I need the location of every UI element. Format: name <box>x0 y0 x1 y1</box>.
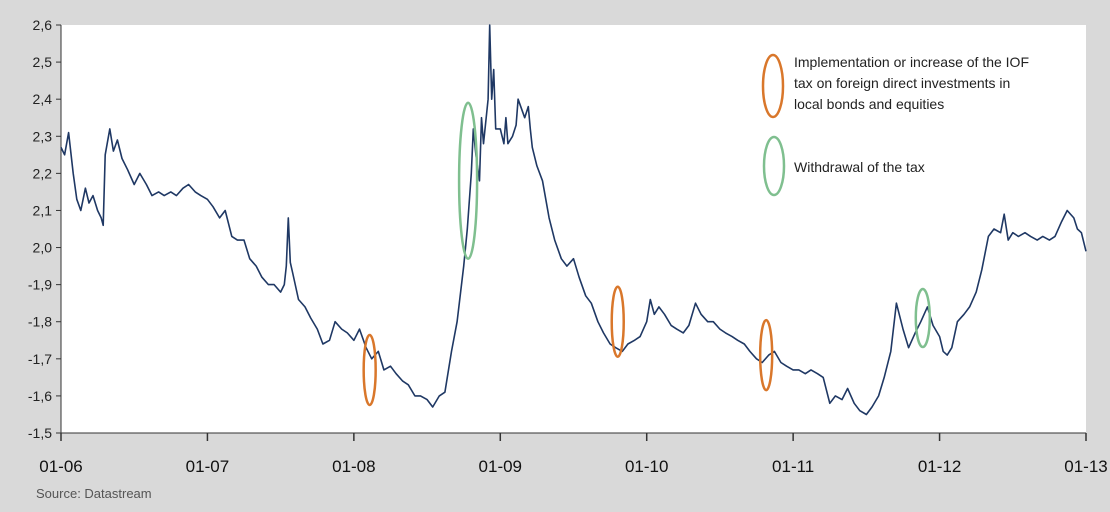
x-tick-label: 01-11 <box>772 457 814 476</box>
legend-withdrawal-label: Withdrawal of the tax <box>794 159 925 175</box>
annotations <box>362 101 932 407</box>
y-tick-label: 2,5 <box>33 54 53 70</box>
series-line <box>60 24 1087 416</box>
tax-withdrawal-marker <box>457 101 479 261</box>
x-tick-label: 01-08 <box>332 457 375 476</box>
legend: Implementation or increase of the IOF tax… <box>761 53 1029 197</box>
y-tick-label: -1,6 <box>28 388 52 404</box>
x-tick-label: 01-13 <box>1064 457 1107 476</box>
y-tick-label: 2,2 <box>33 165 53 181</box>
y-tick-label: -1,8 <box>28 314 52 330</box>
legend-iof-line: tax on foreign direct investments in <box>794 75 1010 91</box>
tax-withdrawal-marker <box>914 287 932 349</box>
x-tick-label: 01-07 <box>186 457 229 476</box>
y-tick-label: -1,9 <box>28 277 52 293</box>
iof-increase-marker <box>758 318 774 392</box>
legend-iof-line: Implementation or increase of the IOF <box>794 54 1029 70</box>
plot-area <box>61 25 1086 433</box>
y-tick-label: -1,7 <box>28 351 52 367</box>
legend-iof-label: Implementation or increase of the IOF tax… <box>794 54 1029 112</box>
y-tick-label: 2,1 <box>33 202 53 218</box>
legend-iof-line: local bonds and equities <box>794 96 944 112</box>
x-tick-label: 01-10 <box>625 457 668 476</box>
x-tick-label: 01-06 <box>39 457 82 476</box>
axes: -1,5 -1,6 -1,7 -1,8 -1,9 2,0 2,1 2,2 2,3 2,4 2,5 2,… <box>28 17 1108 476</box>
legend-iof-marker <box>761 53 785 119</box>
y-tick-label: 2,4 <box>33 91 53 107</box>
x-tick-label: 01-09 <box>479 457 522 476</box>
x-tick-label: 01-12 <box>918 457 961 476</box>
y-tick-label: -1,5 <box>28 425 52 441</box>
iof-increase-marker <box>610 285 625 358</box>
y-tick-label: 2,6 <box>33 17 53 33</box>
source-note: Source: Datastream <box>36 486 152 501</box>
iof-increase-marker <box>362 333 377 407</box>
legend-withdrawal-marker <box>762 135 786 197</box>
y-tick-label: 2,3 <box>33 128 53 144</box>
series-group <box>60 24 1087 416</box>
y-tick-label: 2,0 <box>33 240 53 256</box>
